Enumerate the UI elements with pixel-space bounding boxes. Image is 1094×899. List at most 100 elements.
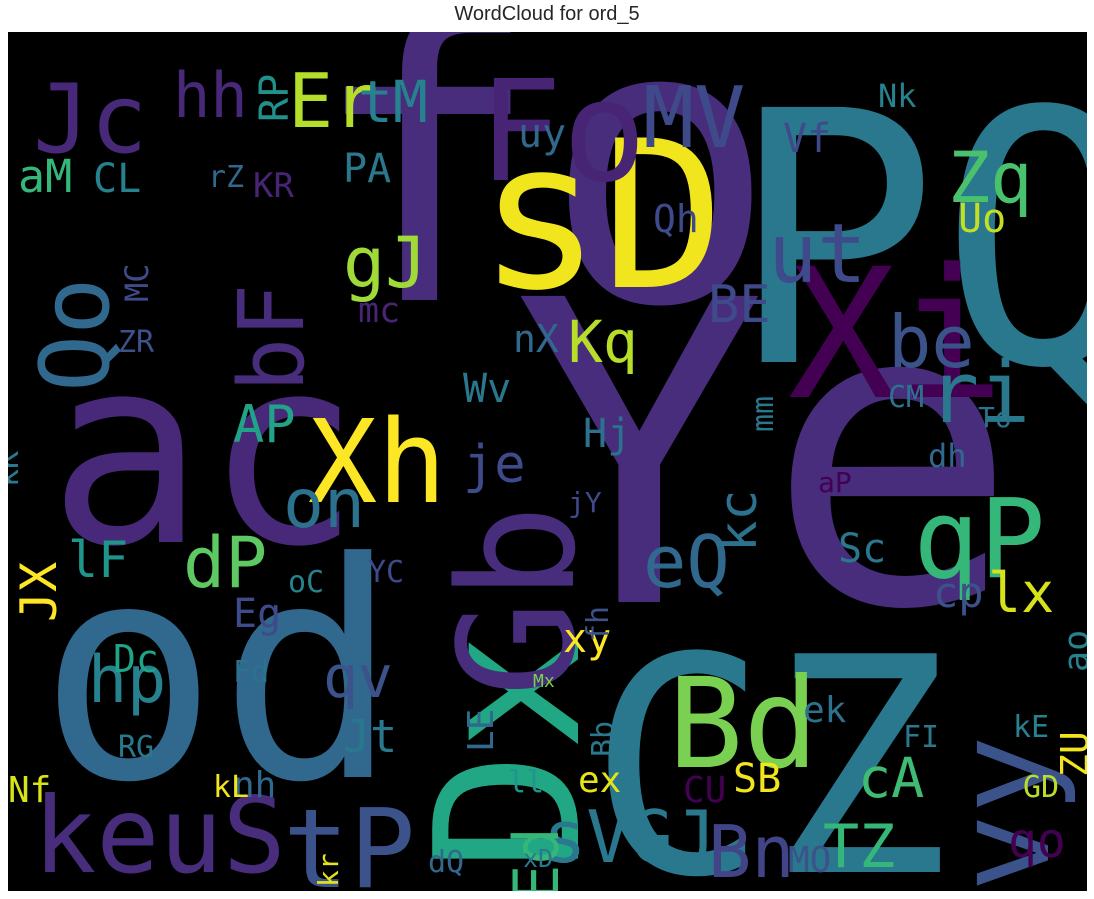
- word-PA: PA: [343, 146, 391, 192]
- word-Jc: Jc: [33, 65, 147, 175]
- word-od: od: [38, 499, 399, 848]
- word-Hj: Hj: [583, 411, 631, 457]
- word-ex: ex: [578, 760, 621, 801]
- word-Nf: Nf: [8, 770, 51, 811]
- word-ac: ac: [48, 302, 361, 604]
- word-Gb: Gb: [424, 504, 611, 697]
- word-Dx: Dx: [393, 631, 626, 872]
- chart-title: WordCloud for ord_5: [454, 3, 640, 25]
- word-aM: aM: [18, 150, 72, 203]
- word-ut: ut: [768, 207, 867, 302]
- word-keuS: keuS: [33, 775, 286, 891]
- word-To: To: [978, 401, 1012, 434]
- word-LE: LE: [461, 709, 502, 752]
- word-qv: qv: [323, 643, 393, 711]
- word-CU: CU: [683, 770, 726, 811]
- word-MC: MC: [118, 263, 156, 302]
- word-CZ: CZ: [588, 594, 949, 891]
- word-Vf: Vf: [783, 116, 831, 162]
- word-GD: GD: [1023, 770, 1059, 805]
- word-je: je: [463, 435, 526, 495]
- word-TZ: TZ: [823, 812, 895, 882]
- word-lF: lF: [68, 531, 128, 589]
- word-Bb: Bb: [586, 721, 621, 757]
- word-Bn: Bn: [708, 810, 795, 891]
- word-Fo: Fo: [478, 51, 647, 214]
- word-Zq: Zq: [948, 137, 1032, 219]
- word-Eg: Eg: [233, 591, 281, 637]
- word-aP: aP: [818, 466, 852, 499]
- word-ao: ao: [1057, 630, 1087, 672]
- word-uy: uy: [518, 111, 566, 157]
- word-hh: hh: [173, 59, 248, 132]
- word-ZU: ZU: [1053, 731, 1087, 777]
- word-FI: FI: [903, 720, 939, 755]
- word-Qh: Qh: [653, 197, 699, 241]
- word-Uo: Uo: [958, 196, 1006, 242]
- word-eQ: eQ: [643, 520, 730, 604]
- word-BE: BE: [708, 275, 771, 335]
- word-Ed: Ed: [500, 827, 573, 891]
- word-KR: KR: [253, 166, 294, 206]
- word-ri: ri: [928, 344, 1030, 443]
- word-kr: kr: [312, 853, 345, 887]
- cloud-background: [8, 32, 1087, 891]
- word-PQ: PQ: [728, 37, 1087, 445]
- word-mc: mc: [358, 291, 400, 331]
- word-vy: vy: [927, 735, 1079, 891]
- word-ZR: ZR: [118, 325, 155, 360]
- word-kL: kL: [213, 770, 249, 805]
- word-be: be: [888, 300, 975, 384]
- word-Xi: Xi: [788, 231, 1005, 440]
- word-hp: hp: [88, 643, 166, 718]
- word-ll: ll: [508, 765, 544, 800]
- word-YC: YC: [368, 555, 404, 590]
- word-gJ: gJ: [343, 222, 427, 304]
- word-qo: qo: [1008, 813, 1066, 869]
- word-tP: tP: [283, 785, 415, 891]
- word-CL: CL: [93, 156, 141, 202]
- word-Jt: Jt: [343, 710, 397, 763]
- word-nX: nX: [513, 317, 559, 361]
- word-qP: qP: [913, 475, 1045, 603]
- word-Dc: Dc: [113, 637, 159, 681]
- word-cp: cp: [933, 568, 984, 617]
- word-jY: jY: [568, 486, 602, 519]
- word-Er: Er: [288, 57, 378, 145]
- word-cA: cA: [858, 746, 924, 810]
- word-xD: xD: [523, 844, 553, 873]
- word-xy: xy: [563, 616, 611, 662]
- word-Xh: Xh: [308, 396, 446, 530]
- word-nh: nh: [233, 765, 276, 806]
- word-Wv: Wv: [463, 366, 511, 412]
- word-Fd: Fd: [233, 655, 269, 690]
- word-Sc: Sc: [838, 526, 886, 572]
- word-RP: RP: [252, 74, 298, 122]
- word-Ye: Ye: [513, 213, 1019, 702]
- word-MV: MV: [643, 69, 745, 168]
- word-ek: ek: [803, 690, 847, 731]
- word-CM: CM: [888, 380, 924, 415]
- word-lx: lx: [988, 561, 1054, 625]
- word-MO: MO: [788, 840, 831, 881]
- word-dh: dh: [928, 437, 967, 475]
- word-dP: dP: [183, 522, 267, 604]
- word-on: on: [283, 465, 365, 544]
- word-tM: tM: [358, 68, 428, 136]
- word-Kq: Kq: [568, 308, 638, 376]
- word-oC: oC: [288, 565, 324, 600]
- word-kK: kK: [8, 451, 26, 487]
- word-AP: AP: [233, 395, 296, 455]
- word-RG: RG: [118, 730, 154, 765]
- word-Nk: Nk: [878, 77, 917, 115]
- word-fo: fo: [308, 32, 778, 392]
- word-mm: mm: [746, 396, 781, 432]
- word-Bd: Bd: [668, 652, 819, 797]
- word-sD: sD: [478, 98, 725, 336]
- word-kc: kc: [709, 489, 769, 552]
- word-dQ: dQ: [428, 845, 464, 880]
- word-JX: JX: [10, 562, 68, 622]
- word-fh: fh: [581, 606, 616, 642]
- word-SB: SB: [733, 756, 781, 802]
